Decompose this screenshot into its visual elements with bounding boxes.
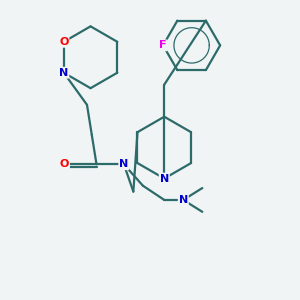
Text: O: O xyxy=(60,159,69,169)
Text: O: O xyxy=(59,37,68,47)
Text: F: F xyxy=(159,40,167,50)
Text: N: N xyxy=(160,173,169,184)
Text: N: N xyxy=(119,159,128,169)
Text: N: N xyxy=(59,68,68,78)
Text: N: N xyxy=(179,195,188,205)
